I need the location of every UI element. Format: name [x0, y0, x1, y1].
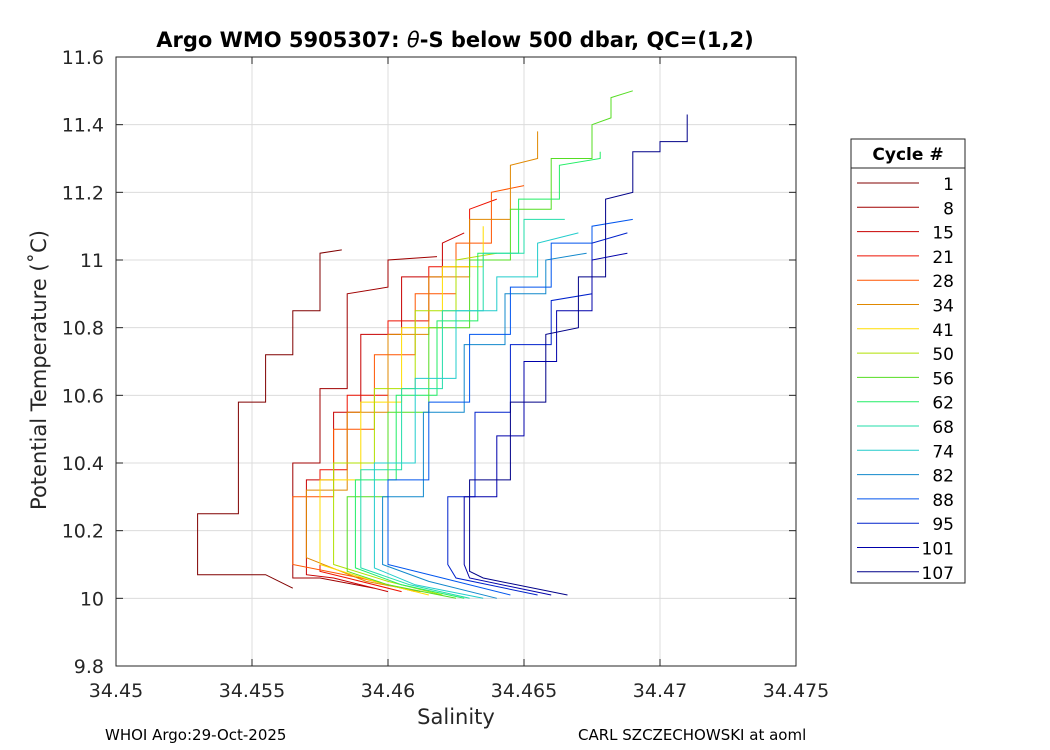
x-tick-label: 34.475 — [763, 680, 829, 702]
x-tick-label: 34.465 — [491, 680, 557, 702]
legend-label: 82 — [932, 467, 954, 487]
series-line-cycle-101 — [463, 252, 628, 596]
legend-box — [850, 138, 966, 584]
series-line-cycle-34 — [305, 131, 539, 593]
series-line-cycle-62 — [354, 151, 601, 599]
footer-left: WHOI Argo:29-Oct-2025 — [105, 726, 286, 744]
series-line-cycle-1 — [197, 249, 342, 589]
series-line-cycle-88 — [387, 218, 633, 596]
y-tick-label: 11 — [80, 250, 104, 272]
series-line-cycle-68 — [360, 218, 565, 599]
legend-label: 50 — [932, 345, 954, 365]
title-suffix: -S below 500 dbar, QC=(1,2) — [420, 28, 754, 52]
legend-label: 21 — [932, 248, 954, 268]
legend-label: 15 — [932, 224, 954, 244]
x-tick-label: 34.45 — [89, 680, 143, 702]
series-group — [197, 90, 688, 599]
legend-label: 41 — [932, 321, 954, 341]
y-tick-label: 9.8 — [74, 656, 104, 678]
legend-label: 34 — [932, 297, 954, 317]
series-line-cycle-107 — [469, 114, 688, 596]
plot-frame — [115, 56, 797, 667]
series-line-cycle-56 — [346, 90, 633, 599]
legend-label: 1 — [943, 175, 954, 195]
y-axis-label: Potential Temperature (˚C) — [27, 230, 51, 510]
series-line-cycle-8 — [292, 256, 438, 589]
legend-label: 68 — [932, 418, 954, 438]
legend: Cycle # 1 8 15 21 28 34 41 50 56 62 68 74 82 88 95 101 1… — [850, 138, 966, 584]
series-line-cycle-28 — [292, 185, 525, 593]
ticks: 34.45 34.455 34.46 34.465 34.47 34.475 9.8 10 10… — [62, 47, 830, 702]
x-tick-label: 34.46 — [361, 680, 415, 702]
legend-title: Cycle # — [872, 145, 943, 165]
y-tick-label: 11.2 — [62, 182, 104, 204]
y-tick-label: 10.2 — [62, 521, 104, 543]
chart-title: Argo WMO 5905307: θ-S below 500 dbar, QC… — [156, 28, 753, 52]
legend-label: 28 — [932, 272, 954, 292]
y-tick-label: 11.4 — [62, 115, 104, 137]
y-tick-label: 10.6 — [62, 385, 104, 407]
footer-right: CARL SZCZECHOWSKI at aoml — [578, 726, 806, 744]
y-tick-label: 11.6 — [62, 47, 104, 69]
series-line-cycle-74 — [373, 232, 579, 599]
series-line-cycle-50 — [333, 252, 497, 596]
y-tick-label: 10.8 — [62, 318, 104, 340]
legend-label: 101 — [922, 540, 954, 560]
legend-label: 74 — [932, 442, 954, 462]
legend-label: 56 — [932, 369, 954, 389]
legend-label: 62 — [932, 394, 954, 414]
legend-label: 8 — [943, 199, 954, 219]
x-axis-label: Salinity — [417, 705, 495, 729]
y-tick-label: 10.4 — [62, 453, 104, 475]
legend-label: 107 — [922, 564, 954, 584]
legend-label: 95 — [932, 515, 954, 535]
x-tick-label: 34.47 — [633, 680, 687, 702]
series-line-cycle-41 — [319, 226, 484, 596]
legend-label: 88 — [932, 491, 954, 511]
title-theta: θ — [407, 28, 420, 52]
y-tick-label: 10 — [80, 588, 104, 610]
x-tick-label: 34.455 — [219, 680, 285, 702]
series-line-cycle-82 — [382, 252, 587, 599]
title-prefix: Argo WMO 5905307: — [156, 28, 407, 52]
